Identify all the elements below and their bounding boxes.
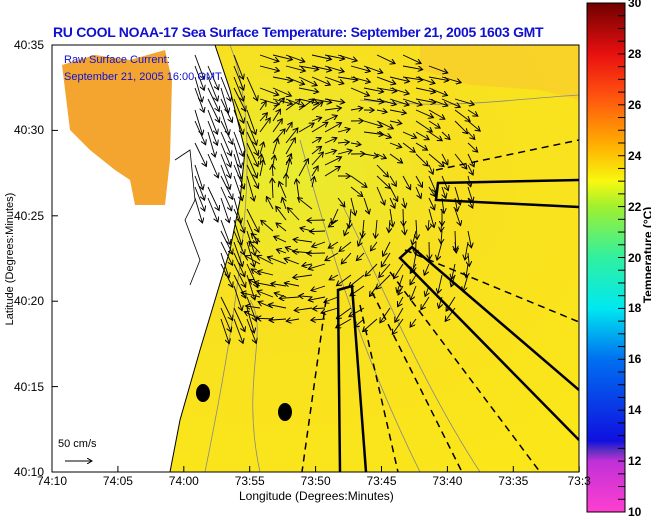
colorbar-tick-label: 14 [628, 403, 641, 417]
marker-dot [196, 384, 210, 402]
colorbar-tick-label: 16 [628, 352, 641, 366]
scale-label: 50 cm/s [58, 438, 97, 450]
y-tick-label: 40:15 [14, 380, 44, 394]
colorbar-label: Temperature (°C) [641, 185, 651, 325]
x-tick-label: 73:40 [432, 474, 462, 488]
marker-dot [278, 403, 292, 421]
y-tick-label: 40:10 [14, 465, 44, 479]
y-tick-label: 40:20 [14, 294, 44, 308]
x-tick-label: 73:3 [564, 474, 594, 488]
y-tick-label: 40:35 [14, 38, 44, 52]
colorbar-tick-label: 24 [628, 149, 641, 163]
colorbar-tick-label: 12 [628, 454, 641, 468]
colorbar-tick-label: 20 [628, 251, 641, 265]
x-tick-label: 74:00 [169, 474, 199, 488]
current-vector [310, 231, 325, 232]
y-tick-label: 40:25 [14, 209, 44, 223]
x-tick-label: 74:05 [103, 474, 133, 488]
colorbar-tick-label: 26 [628, 98, 641, 112]
x-tick-label: 73:50 [301, 474, 331, 488]
x-tick-label: 73:35 [498, 474, 528, 488]
y-axis-label: Latitude (Degrees:Minutes) [4, 174, 16, 344]
colorbar-tick-label: 30 [628, 0, 641, 10]
colorbar-tick-label: 10 [628, 505, 641, 519]
colorbar-tick-label: 28 [628, 47, 641, 61]
legend-line2: September 21, 2005 16:00 GMT [64, 71, 222, 83]
y-tick-label: 40:30 [14, 123, 44, 137]
colorbar-tick-label: 18 [628, 301, 641, 315]
x-tick-label: 73:55 [235, 474, 265, 488]
legend-line1: Raw Surface Current: [64, 54, 170, 66]
x-axis-label: Longitude (Degrees:Minutes) [239, 489, 394, 503]
colorbar-tick-label: 22 [628, 200, 641, 214]
map-title: RU COOL NOAA-17 Sea Surface Temperature:… [53, 24, 543, 40]
x-tick-label: 73:45 [367, 474, 397, 488]
